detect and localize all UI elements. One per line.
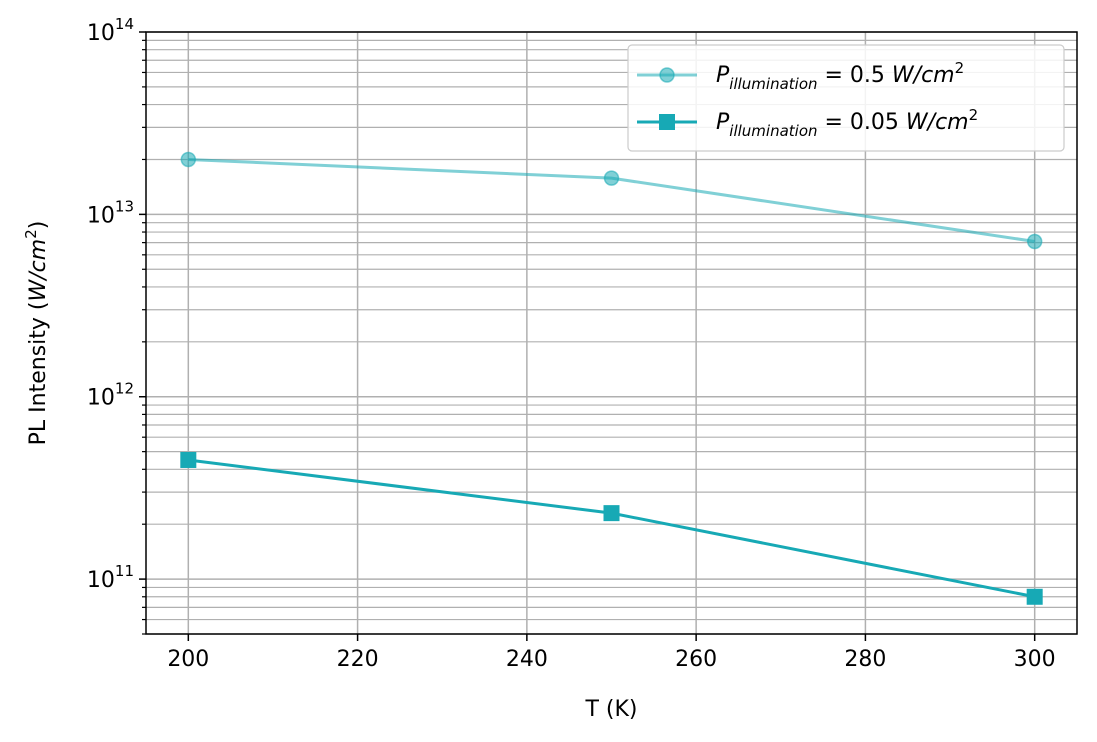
y-axis-label-prefix: PL Intensity ( — [26, 301, 51, 445]
legend-label-1: Pillumination = 0.5 W/cm2 — [716, 59, 964, 93]
legend-marker-circle — [659, 67, 675, 83]
legend-entry-2: Pillumination = 0.05 W/cm2 — [637, 106, 978, 140]
legend: Pillumination = 0.5 W/cm2 Pillumination … — [627, 44, 1065, 152]
y-axis-label-exp: 2 — [22, 229, 40, 239]
legend-label-2: Pillumination = 0.05 W/cm2 — [716, 106, 978, 140]
y-tick-label: 1012 — [87, 380, 134, 411]
legend-box — [627, 44, 1065, 152]
x-tick-label: 300 — [1014, 647, 1056, 672]
series-line-2 — [188, 458, 1035, 599]
x-tick-label: 220 — [337, 647, 379, 672]
series-layer — [180, 151, 1043, 605]
data-point-square — [180, 451, 197, 468]
data-point-circle — [603, 170, 620, 186]
y-tick-label: 1013 — [87, 197, 134, 228]
data-point-square — [1026, 588, 1043, 605]
axis-ticks: 200 220 240 260 280 300 1011 1012 1013 1014 — [87, 15, 1056, 672]
x-tick-label: 200 — [167, 647, 209, 672]
legend-entry-1: Pillumination = 0.5 W/cm2 — [637, 59, 964, 93]
y-tick-label: 1011 — [87, 562, 134, 593]
plot-frame — [145, 31, 1078, 635]
data-point-circle — [1026, 233, 1043, 250]
data-point-square — [603, 505, 620, 522]
legend-marker-square — [659, 114, 675, 130]
x-tick-label: 280 — [844, 647, 886, 672]
y-axis-label: PL Intensity (W/cm2) — [22, 221, 51, 446]
x-axis-label: T (K) — [584, 697, 637, 722]
x-tick-label: 260 — [675, 647, 717, 672]
x-tick-label: 240 — [506, 647, 548, 672]
y-tick-label: 1014 — [87, 15, 134, 46]
y-axis-label-suffix: ) — [26, 221, 51, 230]
data-point-circle — [180, 151, 197, 168]
y-axis-label-unit: W/cm — [26, 239, 51, 302]
